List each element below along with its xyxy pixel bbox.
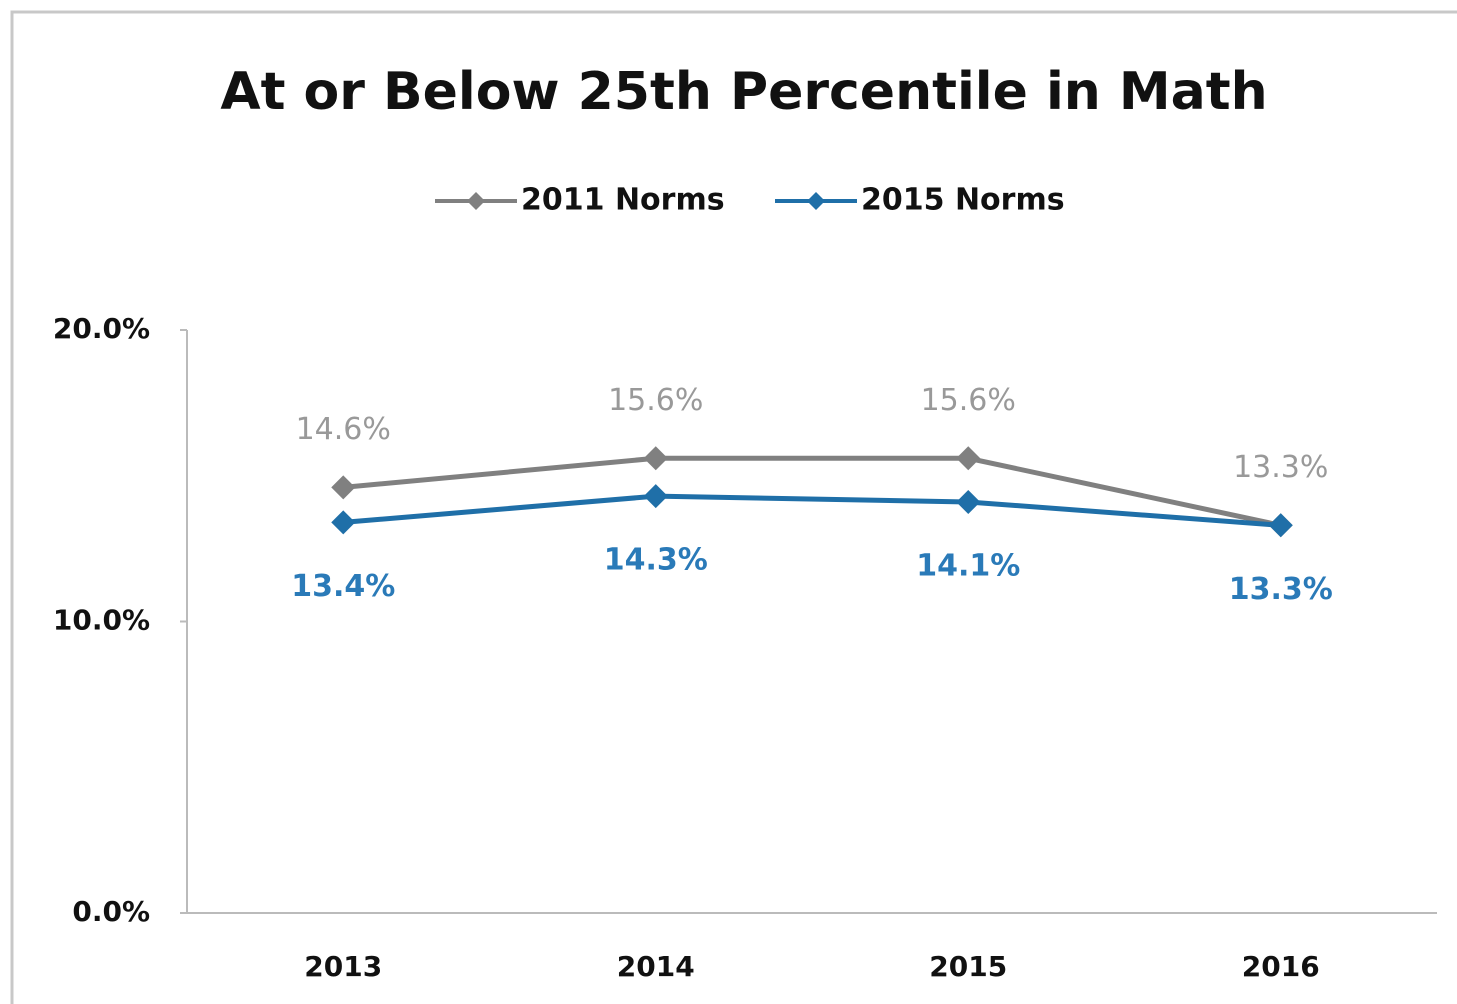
data-point	[956, 446, 981, 471]
data-point	[1268, 513, 1293, 538]
x-tick-label: 2015	[929, 950, 1007, 983]
data-label: 14.1%	[916, 548, 1020, 583]
x-tick-label: 2014	[617, 950, 695, 983]
data-point	[956, 489, 981, 514]
data-point	[643, 446, 668, 471]
data-point	[643, 484, 668, 509]
data-point	[331, 510, 356, 535]
y-tick-label: 0.0%	[72, 895, 150, 928]
data-label: 15.6%	[921, 383, 1016, 418]
chart-title: At or Below 25th Percentile in Math	[220, 62, 1267, 122]
legend-label: 2015 Norms	[861, 183, 1065, 218]
data-label: 14.6%	[296, 412, 391, 447]
y-tick-label: 20.0%	[53, 312, 150, 345]
chart-frame	[10, 10, 1457, 1004]
data-label: 14.3%	[604, 543, 708, 578]
legend-label: 2011 Norms	[521, 183, 725, 218]
x-tick-label: 2013	[304, 950, 382, 983]
data-label: 15.6%	[608, 383, 703, 418]
data-label: 13.4%	[291, 569, 395, 604]
data-label: 13.3%	[1233, 450, 1328, 485]
series-line	[343, 455, 1282, 528]
data-label: 13.3%	[1229, 572, 1333, 607]
x-tick-label: 2016	[1242, 950, 1320, 983]
data-point	[331, 475, 356, 500]
legend-marker	[467, 192, 485, 210]
series-line	[343, 493, 1281, 528]
legend-marker	[807, 192, 825, 210]
y-tick-label: 10.0%	[53, 604, 150, 637]
